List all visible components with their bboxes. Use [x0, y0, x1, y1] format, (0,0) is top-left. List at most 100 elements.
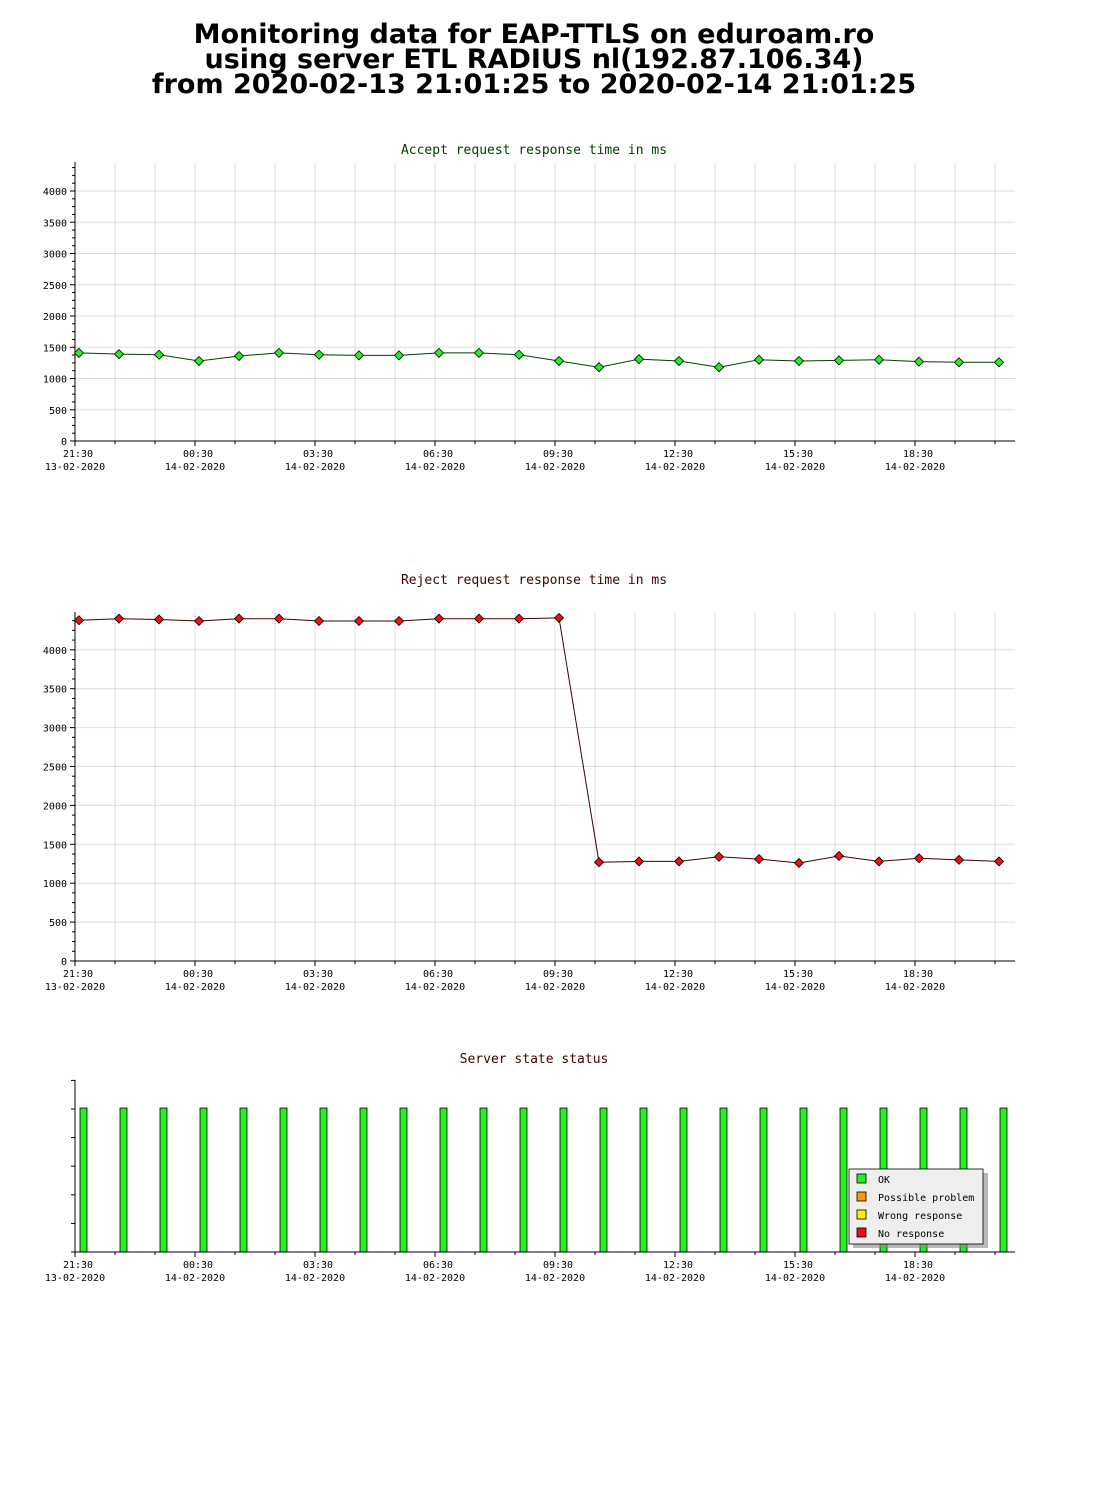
- x-tick-time: 21:30: [63, 969, 93, 980]
- x-tick-time: 09:30: [543, 969, 573, 980]
- x-tick-time: 03:30: [303, 449, 333, 460]
- y-tick-label: 4000: [43, 646, 67, 657]
- data-point: [993, 357, 1005, 368]
- data-point: [113, 613, 125, 624]
- x-tick-date: 14-02-2020: [405, 1273, 465, 1284]
- data-point: [873, 856, 885, 867]
- legend-label: OK: [878, 1175, 890, 1186]
- chart-3: Server state status OK Possible problem Wro…: [71, 1052, 1008, 1253]
- x-tick-date: 14-02-2020: [765, 982, 825, 993]
- status-bar: [799, 1107, 808, 1253]
- status-bar: [359, 1107, 368, 1253]
- x-tick-time: 15:30: [783, 449, 813, 460]
- data-point: [473, 347, 485, 358]
- status-bar: [759, 1107, 768, 1253]
- data-point: [233, 613, 245, 624]
- x-tick-time: 03:30: [303, 1260, 333, 1271]
- status-bar: [439, 1107, 448, 1253]
- chart-title: Accept request response time in ms: [401, 143, 667, 158]
- data-point: [953, 357, 965, 368]
- status-bar: [679, 1107, 688, 1253]
- data-point: [713, 362, 725, 373]
- status-bar: [279, 1107, 288, 1253]
- status-bar: [79, 1107, 88, 1253]
- data-point: [513, 349, 525, 360]
- data-point: [593, 857, 605, 868]
- legend: OK Possible problem Wrong response No respo…: [848, 1168, 988, 1248]
- x-tick-time: 15:30: [783, 969, 813, 980]
- x-tick-date: 14-02-2020: [525, 462, 585, 473]
- title-line-2: using server ETL RADIUS nl(192.87.106.34…: [204, 44, 864, 75]
- x-tick-date: 14-02-2020: [645, 982, 705, 993]
- x-tick-date: 14-02-2020: [885, 1273, 945, 1284]
- y-tick-label: 500: [49, 918, 67, 929]
- status-bar: [599, 1107, 608, 1253]
- data-point: [553, 355, 565, 367]
- data-point: [473, 613, 485, 624]
- legend-label: No response: [878, 1229, 944, 1240]
- x-axis-3: 21:30 13-02-2020 00:30 14-02-2020 03:30 14-02…: [45, 1251, 1015, 1284]
- legend-label: Wrong response: [878, 1211, 962, 1222]
- x-tick-time: 21:30: [63, 449, 93, 460]
- data-point: [393, 615, 405, 627]
- status-bar: [559, 1107, 568, 1253]
- y-tick-label: 2500: [43, 281, 67, 292]
- y-axis: [71, 1079, 76, 1253]
- y-axis: 0 500 1000 1500 2000 2500 3000 3500 4000: [43, 162, 76, 448]
- y-tick-label: 500: [49, 406, 67, 417]
- status-bar: [119, 1107, 128, 1253]
- data-point: [313, 349, 325, 360]
- data-point: [513, 613, 525, 624]
- x-tick-time: 12:30: [663, 1260, 693, 1271]
- x-tick-date: 14-02-2020: [285, 1273, 345, 1284]
- data-point: [753, 354, 765, 365]
- data-point: [713, 851, 725, 862]
- legend-box: [848, 1168, 984, 1245]
- chart-1: Accept request response time in ms 0 500 10…: [43, 143, 1015, 448]
- legend-swatch: [856, 1209, 867, 1220]
- data-point: [673, 856, 685, 867]
- data-point: [153, 349, 165, 360]
- status-bar: [639, 1107, 648, 1253]
- x-tick-time: 09:30: [543, 449, 573, 460]
- legend-swatch: [856, 1173, 867, 1184]
- y-tick-label: 1000: [43, 375, 67, 386]
- status-bar: [399, 1107, 408, 1253]
- data-point: [953, 854, 965, 865]
- data-point: [153, 614, 165, 625]
- data-point: [433, 613, 445, 624]
- x-tick-date: 14-02-2020: [285, 982, 345, 993]
- x-tick-date: 14-02-2020: [525, 1273, 585, 1284]
- x-tick-date: 14-02-2020: [765, 1273, 825, 1284]
- status-bar: [719, 1107, 728, 1253]
- data-point: [73, 347, 85, 358]
- data-point: [353, 615, 365, 627]
- y-tick-label: 2000: [43, 801, 67, 812]
- title-line-3: from 2020-02-13 21:01:25 to 2020-02-14 2…: [151, 69, 917, 100]
- legend-swatch: [856, 1227, 867, 1238]
- x-tick-date: 14-02-2020: [525, 982, 585, 993]
- legend-swatch: [856, 1191, 867, 1202]
- x-tick-date: 14-02-2020: [885, 982, 945, 993]
- data-point: [73, 615, 85, 626]
- y-tick-label: 3000: [43, 250, 67, 261]
- x-tick-time: 00:30: [183, 1260, 213, 1271]
- grid: [75, 612, 1015, 961]
- data-point: [193, 615, 205, 627]
- chart-title: Server state status: [460, 1052, 609, 1067]
- x-tick-time: 06:30: [423, 969, 453, 980]
- data-point: [753, 854, 765, 865]
- data-point: [273, 613, 285, 624]
- x-tick-time: 18:30: [903, 449, 933, 460]
- data-point: [993, 856, 1005, 867]
- x-tick-date: 13-02-2020: [45, 1273, 105, 1284]
- grid: [75, 162, 1015, 441]
- legend-label: Possible problem: [878, 1193, 974, 1204]
- data-point: [313, 615, 325, 627]
- x-tick-time: 00:30: [183, 969, 213, 980]
- x-tick-date: 14-02-2020: [645, 1273, 705, 1284]
- x-tick-date: 14-02-2020: [405, 462, 465, 473]
- data-point: [193, 355, 205, 367]
- data-point: [633, 856, 645, 867]
- y-tick-label: 2000: [43, 312, 67, 323]
